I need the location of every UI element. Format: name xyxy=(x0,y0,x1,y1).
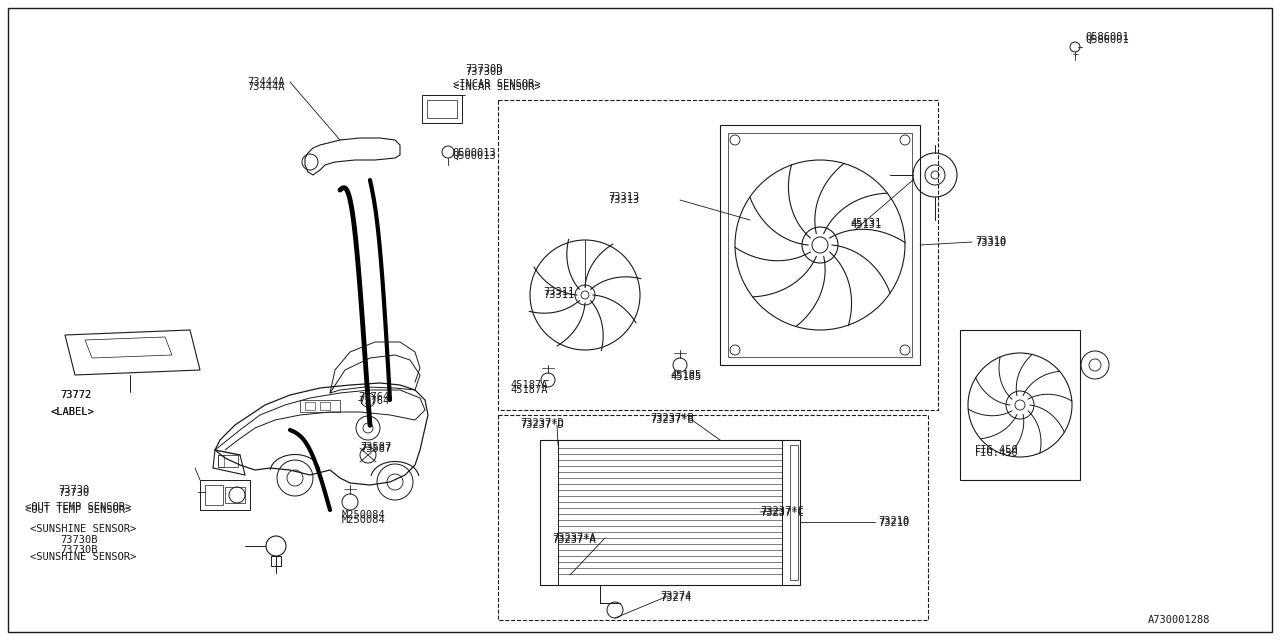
Text: 73730: 73730 xyxy=(58,488,90,498)
Bar xyxy=(728,133,913,357)
Text: 45131: 45131 xyxy=(850,220,881,230)
Bar xyxy=(218,455,238,467)
Text: 73237*A: 73237*A xyxy=(552,535,595,545)
Text: 73274: 73274 xyxy=(660,591,691,601)
Text: 73311: 73311 xyxy=(543,290,575,300)
Bar xyxy=(960,330,1080,480)
Bar xyxy=(218,455,224,467)
Bar xyxy=(540,440,800,585)
Text: Q586001: Q586001 xyxy=(1085,32,1129,42)
Bar xyxy=(498,100,938,410)
Text: 45131: 45131 xyxy=(850,218,881,228)
Text: M250084: M250084 xyxy=(342,515,385,525)
Text: 73764: 73764 xyxy=(358,396,389,406)
Text: 73237*B: 73237*B xyxy=(650,413,694,423)
Text: 73210: 73210 xyxy=(878,516,909,526)
Text: 73310: 73310 xyxy=(975,238,1006,248)
Text: 45187A: 45187A xyxy=(509,385,548,395)
Text: 45185: 45185 xyxy=(669,372,701,382)
Text: 73237*C: 73237*C xyxy=(760,508,804,518)
Text: 73730D: 73730D xyxy=(465,67,503,77)
Text: Q586001: Q586001 xyxy=(1085,35,1129,45)
Text: 73730B: 73730B xyxy=(60,535,97,545)
Text: 73730: 73730 xyxy=(58,485,90,495)
Text: 73274: 73274 xyxy=(660,593,691,603)
Bar xyxy=(498,415,928,620)
Text: <LABEL>: <LABEL> xyxy=(50,407,93,417)
Text: <OUT TEMP SENSOR>: <OUT TEMP SENSOR> xyxy=(26,505,132,515)
Text: 45185: 45185 xyxy=(669,370,701,380)
Bar xyxy=(790,445,797,580)
Text: <OUT TEMP SENSOR>: <OUT TEMP SENSOR> xyxy=(26,502,132,512)
Bar xyxy=(782,440,800,585)
Bar xyxy=(300,400,340,412)
Text: FIG.450: FIG.450 xyxy=(975,448,1019,458)
Text: 73310: 73310 xyxy=(975,236,1006,246)
Text: 73210: 73210 xyxy=(878,518,909,528)
Text: FIG.450: FIG.450 xyxy=(975,445,1019,455)
Text: 73772: 73772 xyxy=(60,390,91,400)
Text: <INCAR SENSOR>: <INCAR SENSOR> xyxy=(453,82,540,92)
Text: 45187A: 45187A xyxy=(509,380,548,390)
Text: 73311: 73311 xyxy=(543,287,575,297)
Bar xyxy=(428,100,457,118)
Text: 73764: 73764 xyxy=(358,392,389,402)
Text: <LABEL>: <LABEL> xyxy=(50,407,93,417)
Bar xyxy=(540,440,558,585)
Bar xyxy=(721,125,920,365)
Text: 73313: 73313 xyxy=(608,192,639,202)
Text: 73587: 73587 xyxy=(360,442,392,452)
Text: 73313: 73313 xyxy=(608,195,639,205)
Text: 73772: 73772 xyxy=(60,390,91,400)
Text: 73730D: 73730D xyxy=(465,64,503,74)
Text: <INCAR SENSOR>: <INCAR SENSOR> xyxy=(453,79,540,89)
Text: 73730B: 73730B xyxy=(60,545,97,555)
Text: Q500013: Q500013 xyxy=(452,151,495,161)
Bar xyxy=(320,402,330,410)
Text: 73444A: 73444A xyxy=(247,82,284,92)
Text: A730001288: A730001288 xyxy=(1147,615,1210,625)
Bar xyxy=(422,95,462,123)
Bar xyxy=(271,556,282,566)
Text: M250084: M250084 xyxy=(342,510,385,520)
Text: <SUNSHINE SENSOR>: <SUNSHINE SENSOR> xyxy=(29,552,136,562)
Text: 73237*C: 73237*C xyxy=(760,506,804,516)
Text: <SUNSHINE SENSOR>: <SUNSHINE SENSOR> xyxy=(29,524,136,534)
Text: 73237*D: 73237*D xyxy=(520,420,563,430)
Bar xyxy=(305,402,315,410)
Text: 73444A: 73444A xyxy=(247,77,284,87)
Bar xyxy=(225,487,244,503)
Text: 73237*A: 73237*A xyxy=(552,533,595,543)
Text: 73237*B: 73237*B xyxy=(650,415,694,425)
Bar xyxy=(205,485,223,505)
Bar xyxy=(200,480,250,510)
Text: 73587: 73587 xyxy=(360,444,392,454)
Text: 73237*D: 73237*D xyxy=(520,418,563,428)
Text: Q500013: Q500013 xyxy=(452,148,495,158)
